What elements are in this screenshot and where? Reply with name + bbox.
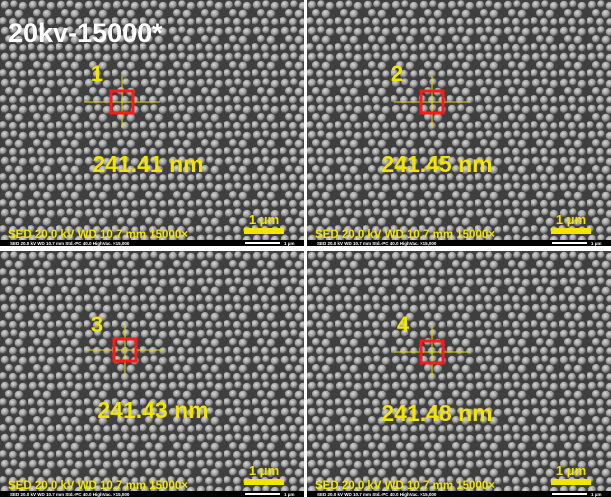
micrograph	[0, 251, 304, 497]
sem-panel: 4 241.48 nm SED 20.0 kV WD 10.7 mm 15000× 1…	[307, 251, 611, 497]
panel-number: 2	[391, 61, 403, 86]
measurement: 241.43 nm	[97, 397, 208, 423]
sem-figure: 1 241.41 nm SED 20.0 kV WD 10.7 mm 15000× 1…	[0, 0, 611, 497]
info-text: SED 20.0 kV WD 10.7 mm 15000×	[315, 480, 495, 492]
sem-panel: 3 241.43 nm SED 20.0 kV WD 10.7 mm 15000× 1…	[0, 251, 304, 497]
scale-label: 1 μm	[249, 463, 279, 478]
footer-text: SED 20.0 kV WD 10.7 mm Std.-PC 40.0 High…	[317, 492, 437, 497]
footer-scale-bar	[245, 493, 280, 495]
scale-label: 1 μm	[556, 463, 586, 478]
info-text: SED 20.0 kV WD 10.7 mm 15000×	[8, 229, 188, 241]
footer-scale: 1 μm	[284, 241, 295, 246]
scale-label: 1 μm	[556, 212, 586, 227]
scale-bar	[551, 228, 591, 234]
scale-bar	[244, 479, 284, 485]
scale-bar	[244, 228, 284, 234]
footer-scale-bar	[552, 242, 587, 244]
measurement: 241.45 nm	[381, 151, 492, 177]
sem-panel: 2 241.45 nm SED 20.0 kV WD 10.7 mm 15000× 1…	[307, 0, 611, 246]
measurement: 241.41 nm	[92, 151, 203, 177]
footer-text: SED 20.0 kV WD 10.7 mm Std.-PC 40.0 High…	[10, 241, 130, 246]
micrograph	[307, 251, 611, 497]
footer-scale: 1 μm	[284, 492, 295, 497]
footer-text: SED 20.0 kV WD 10.7 mm Std.-PC 40.0 High…	[10, 492, 130, 497]
panel-number: 3	[91, 312, 103, 337]
page: 1 241.41 nm SED 20.0 kV WD 10.7 mm 15000× 1…	[0, 0, 611, 497]
footer-scale: 1 μm	[591, 492, 602, 497]
figure-title: 20kv-15000*	[8, 18, 163, 48]
panel-number: 1	[91, 61, 103, 86]
micrograph	[307, 0, 611, 246]
footer-text: SED 20.0 kV WD 10.7 mm Std.-PC 40.0 High…	[317, 241, 437, 246]
footer-scale-bar	[552, 493, 587, 495]
scale-bar	[551, 479, 591, 485]
measurement: 241.48 nm	[381, 400, 492, 426]
info-text: SED 20.0 kV WD 10.7 mm 15000×	[315, 229, 495, 241]
info-text: SED 20.0 kV WD 10.7 mm 15000×	[8, 480, 188, 492]
footer-scale: 1 μm	[591, 241, 602, 246]
scale-label: 1 μm	[249, 212, 279, 227]
footer-scale-bar	[245, 242, 280, 244]
panel-number: 4	[397, 312, 410, 337]
